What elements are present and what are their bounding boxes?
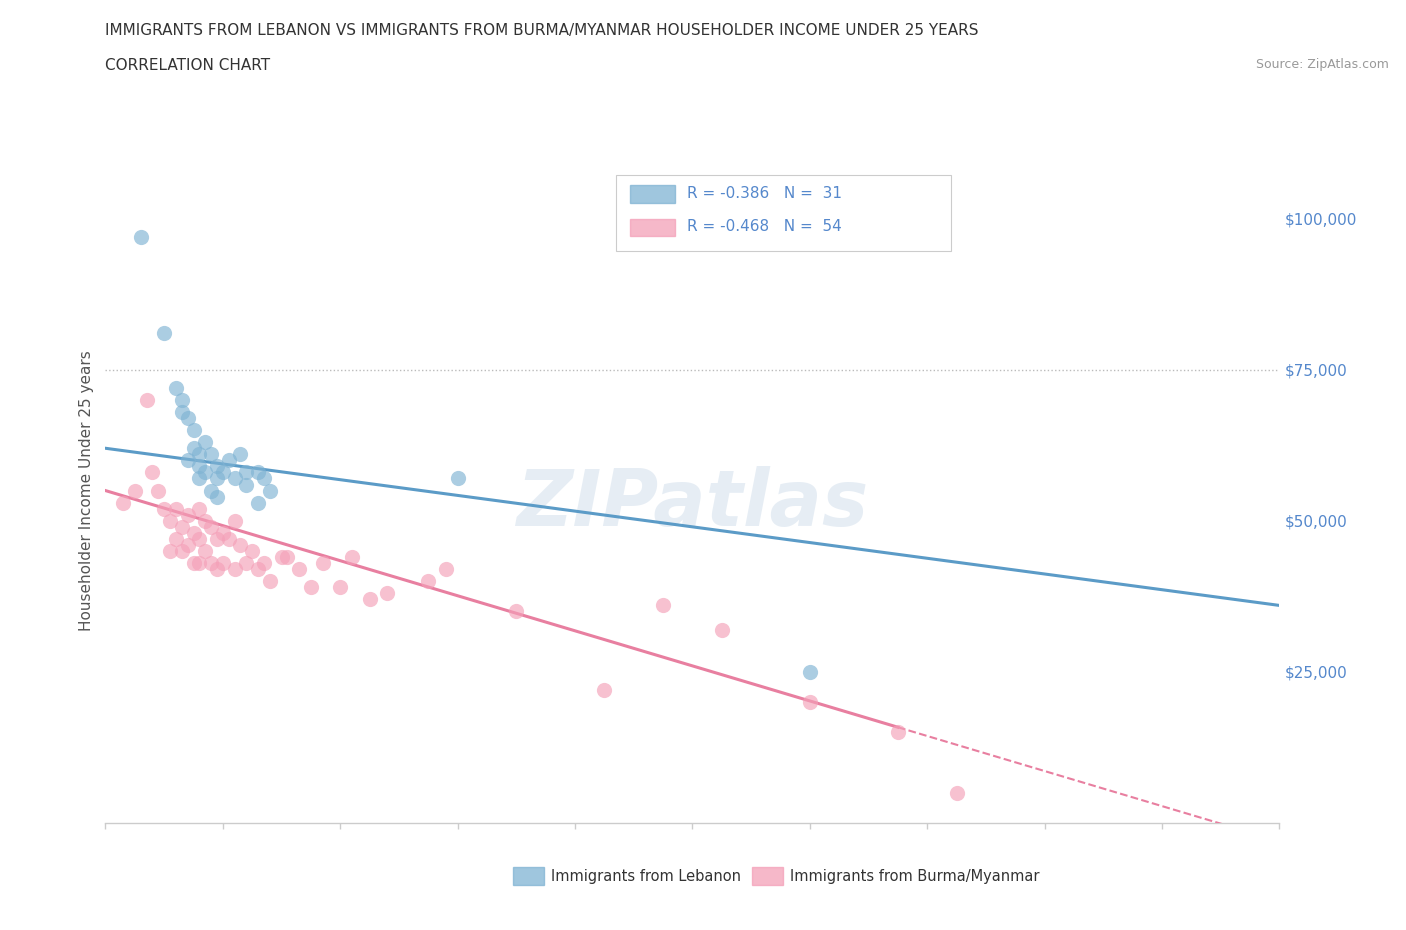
Point bbox=[176, 453, 198, 468]
Point bbox=[270, 550, 292, 565]
Point bbox=[205, 532, 228, 547]
Point bbox=[799, 695, 821, 710]
Point bbox=[183, 441, 205, 456]
Point bbox=[259, 484, 281, 498]
Y-axis label: Householder Income Under 25 years: Householder Income Under 25 years bbox=[79, 351, 94, 631]
Text: R = -0.386   N =  31: R = -0.386 N = 31 bbox=[686, 186, 842, 201]
Point bbox=[188, 532, 211, 547]
Point bbox=[188, 447, 211, 462]
Point bbox=[194, 513, 217, 528]
Text: ZIPatlas: ZIPatlas bbox=[516, 466, 869, 542]
Point bbox=[224, 472, 246, 486]
Point bbox=[183, 525, 205, 540]
Point bbox=[235, 477, 257, 492]
Point bbox=[135, 392, 157, 407]
Point bbox=[418, 574, 440, 589]
Point bbox=[259, 574, 281, 589]
Point bbox=[200, 520, 222, 535]
Text: Source: ZipAtlas.com: Source: ZipAtlas.com bbox=[1256, 58, 1389, 71]
Point bbox=[141, 465, 163, 480]
Point bbox=[288, 562, 311, 577]
Point bbox=[112, 496, 135, 511]
Point bbox=[505, 604, 527, 619]
Point bbox=[194, 544, 217, 559]
FancyBboxPatch shape bbox=[616, 175, 950, 251]
Point bbox=[375, 586, 398, 601]
Point bbox=[593, 683, 616, 698]
Point bbox=[129, 230, 152, 245]
Text: CORRELATION CHART: CORRELATION CHART bbox=[105, 58, 270, 73]
Point bbox=[446, 472, 468, 486]
Point bbox=[235, 556, 257, 571]
Point bbox=[124, 484, 146, 498]
Point bbox=[652, 598, 675, 613]
Point bbox=[945, 785, 967, 800]
Point bbox=[710, 622, 733, 637]
Text: Immigrants from Burma/Myanmar: Immigrants from Burma/Myanmar bbox=[790, 869, 1039, 883]
Point bbox=[240, 544, 263, 559]
Point bbox=[211, 525, 233, 540]
Text: IMMIGRANTS FROM LEBANON VS IMMIGRANTS FROM BURMA/MYANMAR HOUSEHOLDER INCOME UNDE: IMMIGRANTS FROM LEBANON VS IMMIGRANTS FR… bbox=[105, 23, 979, 38]
Point bbox=[247, 465, 270, 480]
Point bbox=[329, 580, 352, 595]
Point bbox=[153, 501, 176, 516]
Point bbox=[224, 513, 246, 528]
Point bbox=[176, 411, 198, 426]
Point bbox=[235, 465, 257, 480]
Text: R = -0.468   N =  54: R = -0.468 N = 54 bbox=[686, 219, 841, 234]
Point bbox=[340, 550, 363, 565]
Point bbox=[170, 544, 193, 559]
Point bbox=[218, 532, 240, 547]
Point bbox=[218, 453, 240, 468]
Text: Immigrants from Lebanon: Immigrants from Lebanon bbox=[551, 869, 741, 883]
Point bbox=[247, 496, 270, 511]
Point bbox=[170, 405, 193, 419]
Point bbox=[153, 326, 176, 341]
Point bbox=[253, 472, 276, 486]
Point bbox=[176, 538, 198, 552]
Point bbox=[200, 556, 222, 571]
Point bbox=[188, 472, 211, 486]
Point bbox=[359, 592, 381, 607]
Bar bbox=[630, 219, 675, 236]
Point bbox=[159, 513, 181, 528]
Point bbox=[165, 501, 187, 516]
Point bbox=[194, 465, 217, 480]
Point bbox=[188, 459, 211, 474]
Point bbox=[205, 459, 228, 474]
Point bbox=[165, 380, 187, 395]
Point bbox=[247, 562, 270, 577]
Point bbox=[176, 508, 198, 523]
Point bbox=[253, 556, 276, 571]
Point bbox=[165, 532, 187, 547]
Point bbox=[799, 665, 821, 680]
Point bbox=[200, 484, 222, 498]
Point bbox=[205, 472, 228, 486]
Point bbox=[205, 562, 228, 577]
Point bbox=[229, 447, 252, 462]
Point bbox=[205, 489, 228, 504]
Point bbox=[276, 550, 298, 565]
Point bbox=[224, 562, 246, 577]
Point bbox=[148, 484, 170, 498]
Point bbox=[170, 520, 193, 535]
Point bbox=[183, 556, 205, 571]
Point bbox=[188, 556, 211, 571]
Point bbox=[159, 544, 181, 559]
Point bbox=[211, 465, 233, 480]
Point bbox=[211, 556, 233, 571]
Point bbox=[299, 580, 322, 595]
Point bbox=[170, 392, 193, 407]
Point bbox=[183, 423, 205, 438]
Point bbox=[229, 538, 252, 552]
Bar bbox=[630, 185, 675, 203]
Point bbox=[434, 562, 457, 577]
Point bbox=[188, 501, 211, 516]
Point bbox=[311, 556, 333, 571]
Point bbox=[887, 725, 910, 740]
Point bbox=[194, 435, 217, 450]
Point bbox=[200, 447, 222, 462]
